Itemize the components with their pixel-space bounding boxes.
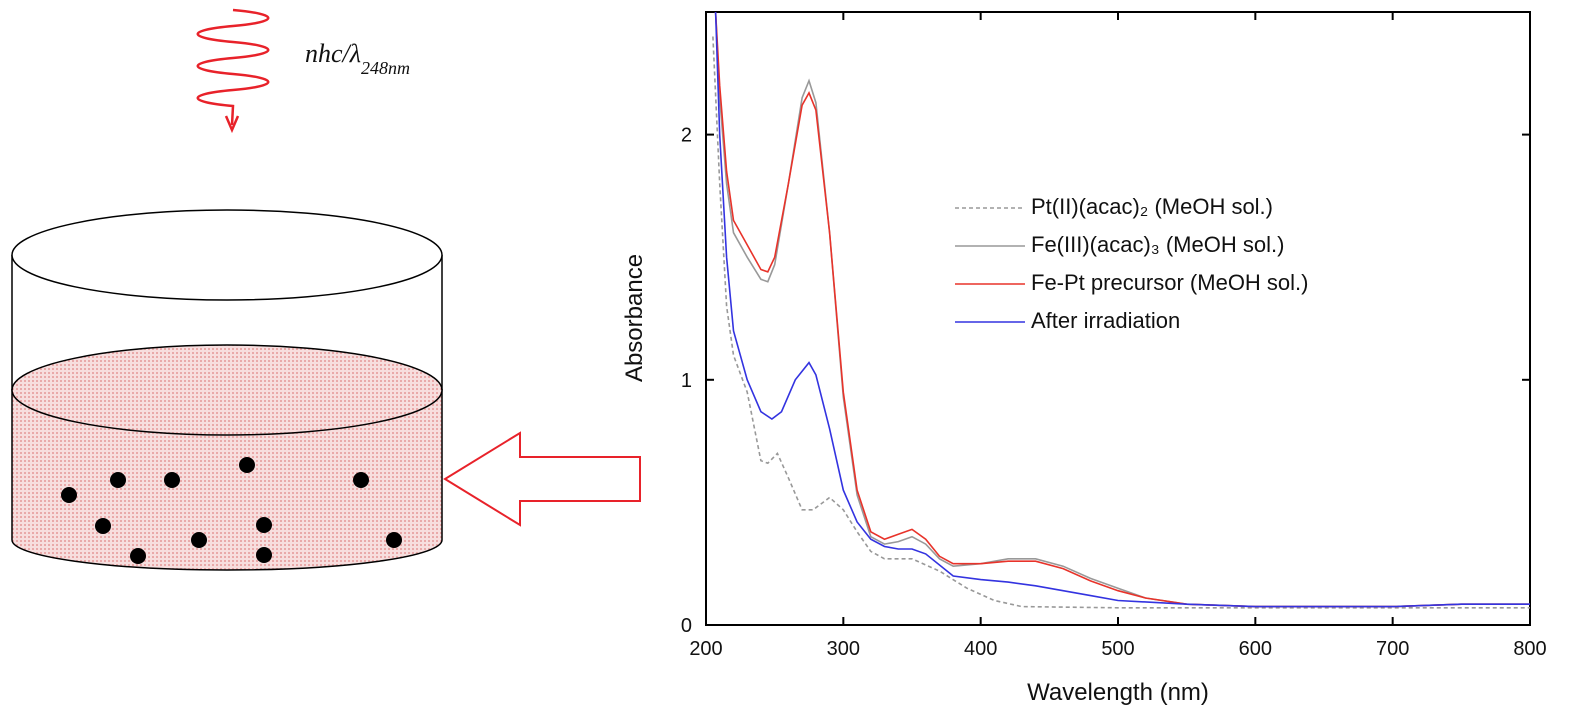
liquid-surface xyxy=(11,344,443,436)
data-line xyxy=(714,12,1530,608)
x-axis-title: Wavelength (nm) xyxy=(1027,679,1209,706)
data-line xyxy=(712,36,1530,609)
photon-wave xyxy=(196,8,270,126)
arrow xyxy=(443,431,641,527)
x-tick-label: 300 xyxy=(827,638,860,660)
legend-label: Pt(II)(acac)₂ (MeOH sol.) xyxy=(1031,194,1273,219)
y-tick-label: 0 xyxy=(681,615,692,637)
photon-arrowhead xyxy=(224,115,240,134)
legend-label: Fe-Pt precursor (MeOH sol.) xyxy=(1031,270,1309,295)
x-tick-label: 200 xyxy=(689,638,722,660)
y-axis-title: Absorbance xyxy=(621,254,648,382)
x-tick-label: 400 xyxy=(964,638,997,660)
x-tick-label: 700 xyxy=(1376,638,1409,660)
plot-area xyxy=(712,12,1530,609)
x-tick-label: 600 xyxy=(1239,638,1272,660)
particles xyxy=(61,457,402,564)
x-tick-label: 500 xyxy=(1101,638,1134,660)
x-tick-label: 800 xyxy=(1513,638,1546,660)
data-line xyxy=(714,12,1530,608)
liquid xyxy=(11,389,443,571)
legend-label: After irradiation xyxy=(1031,308,1180,333)
data-line xyxy=(714,12,1530,608)
photon-label: nhc/λ248nm xyxy=(305,39,410,78)
legend-label: Fe(III)(acac)₃ (MeOH sol.) xyxy=(1031,232,1284,257)
y-tick-label: 2 xyxy=(681,125,692,147)
y-tick-label: 1 xyxy=(681,370,692,392)
cylinder-top xyxy=(11,209,443,301)
